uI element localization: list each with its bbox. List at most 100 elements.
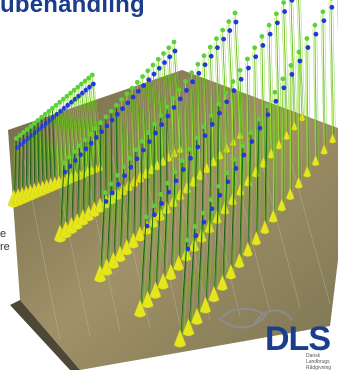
blue-marker <box>184 88 189 93</box>
blue-marker <box>209 54 214 59</box>
top-marker <box>146 130 151 135</box>
blue-marker <box>274 99 279 104</box>
blue-marker <box>120 106 125 111</box>
blue-marker <box>122 173 127 178</box>
top-marker <box>98 120 103 125</box>
top-marker <box>225 170 230 175</box>
top-marker <box>216 102 221 107</box>
blue-marker <box>153 131 158 136</box>
top-marker <box>187 147 192 152</box>
top-marker <box>321 9 326 14</box>
top-marker <box>238 68 243 73</box>
top-marker <box>193 224 198 229</box>
blue-marker <box>306 45 311 50</box>
top-marker <box>281 0 286 5</box>
top-marker <box>109 182 114 187</box>
blue-marker <box>232 88 237 93</box>
blue-marker <box>94 135 99 140</box>
top-marker <box>202 53 207 58</box>
blue-marker <box>203 62 208 67</box>
blue-marker <box>298 59 303 64</box>
top-marker <box>202 124 207 129</box>
blue-marker <box>178 97 183 102</box>
blue-marker <box>110 191 115 196</box>
blue-marker <box>105 124 110 129</box>
top-marker <box>241 144 246 149</box>
blue-marker <box>275 20 280 25</box>
blue-marker <box>239 77 244 82</box>
blue-marker <box>290 72 295 77</box>
top-marker <box>145 68 150 73</box>
top-marker <box>72 149 77 154</box>
top-marker <box>166 45 171 50</box>
top-marker <box>223 90 228 95</box>
side-text-fragment-1: e <box>0 228 6 240</box>
blue-marker <box>186 247 191 252</box>
top-marker <box>135 80 140 85</box>
blue-marker <box>166 114 171 119</box>
top-marker <box>209 197 214 202</box>
blue-marker <box>330 5 335 10</box>
top-marker <box>130 86 135 91</box>
top-marker <box>67 155 72 160</box>
blue-marker <box>266 112 271 117</box>
blue-marker <box>246 66 251 71</box>
blue-marker <box>268 32 273 37</box>
blue-marker <box>250 139 255 144</box>
top-marker <box>109 109 114 114</box>
top-marker <box>329 0 334 1</box>
top-marker <box>305 36 310 41</box>
top-marker <box>134 147 139 152</box>
blue-marker <box>116 182 121 187</box>
top-marker <box>88 132 93 137</box>
blue-marker <box>159 122 164 127</box>
blue-marker <box>63 170 68 175</box>
top-marker <box>220 28 225 33</box>
top-marker <box>208 45 213 50</box>
blue-marker <box>157 66 162 71</box>
top-marker <box>151 203 156 208</box>
top-marker <box>313 23 318 28</box>
top-marker <box>231 79 236 84</box>
top-marker <box>252 45 257 50</box>
top-marker <box>119 97 124 102</box>
top-marker <box>273 90 278 95</box>
top-marker <box>104 115 109 120</box>
blue-marker <box>210 122 215 127</box>
top-marker <box>177 88 182 93</box>
blue-marker <box>194 233 199 238</box>
blue-marker <box>110 118 115 123</box>
top-marker <box>158 113 163 118</box>
top-marker <box>260 34 265 39</box>
blue-marker <box>152 212 157 217</box>
blue-marker <box>210 206 215 211</box>
top-marker <box>245 57 250 62</box>
blue-marker <box>261 43 266 48</box>
blue-marker <box>115 112 120 117</box>
blue-marker <box>73 158 78 163</box>
top-marker <box>281 76 286 81</box>
blue-marker <box>215 45 220 50</box>
top-marker <box>195 62 200 67</box>
blue-marker <box>78 152 83 157</box>
top-marker <box>201 211 206 216</box>
top-marker <box>90 73 95 78</box>
top-marker <box>249 130 254 135</box>
blue-marker <box>173 49 178 54</box>
top-marker <box>189 70 194 75</box>
spray-line <box>333 8 336 142</box>
top-marker <box>161 51 166 56</box>
top-marker <box>83 138 88 143</box>
top-marker <box>233 157 238 162</box>
top-marker <box>185 238 190 243</box>
blue-marker <box>282 85 287 90</box>
blue-marker <box>99 129 104 134</box>
blue-marker <box>322 18 327 23</box>
blue-marker <box>282 9 287 14</box>
top-marker <box>152 122 157 127</box>
top-marker <box>144 215 149 220</box>
blue-marker <box>242 153 247 158</box>
top-marker <box>93 126 98 131</box>
top-marker <box>173 169 178 174</box>
blue-marker <box>159 201 164 206</box>
